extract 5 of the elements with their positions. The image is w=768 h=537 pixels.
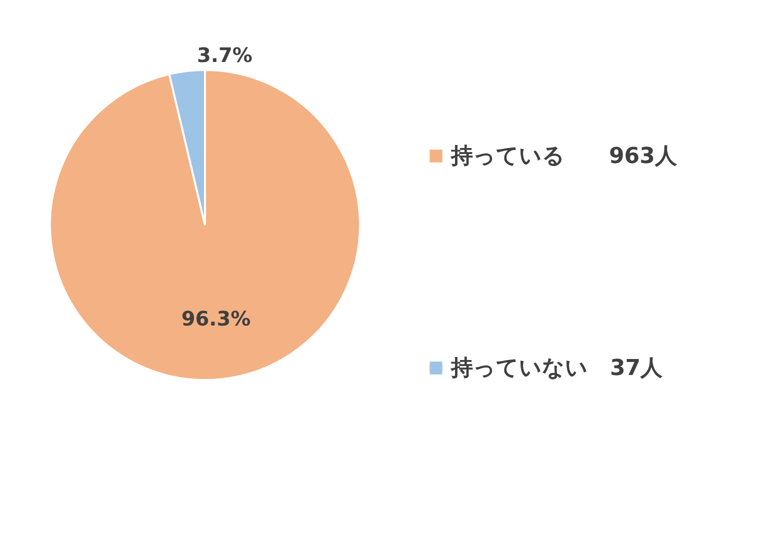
legend-label: 持っている 963人 — [450, 144, 678, 169]
data-label: 96.3% — [181, 306, 251, 330]
legend-label: 持っていない 37人 — [450, 356, 664, 381]
pie-slice — [49, 69, 361, 381]
data-label: 3.7% — [196, 43, 252, 68]
